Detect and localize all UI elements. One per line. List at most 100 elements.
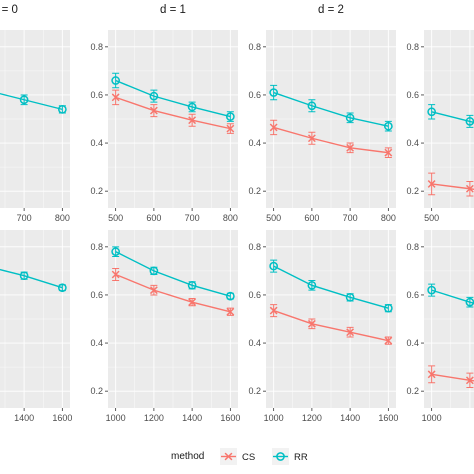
series-RR	[269, 259, 393, 313]
legend-key-marker	[276, 452, 285, 461]
facet-strip-label: d = 2	[318, 4, 344, 16]
series-line	[273, 126, 389, 154]
y-tick-label: 0.4	[248, 338, 261, 348]
data-point	[226, 112, 235, 121]
legend-label: RR	[294, 452, 308, 463]
legend-label: CS	[242, 452, 255, 463]
y-tick-label: 0.2	[248, 186, 261, 196]
data-point	[384, 121, 393, 131]
data-point	[111, 247, 120, 256]
x-tick-label: 1400	[182, 413, 202, 423]
data-point	[269, 123, 278, 132]
data-point	[58, 105, 67, 114]
data-point	[187, 280, 197, 290]
series-RR	[269, 84, 393, 132]
y-tick-label: 0.8	[90, 242, 103, 252]
x-tick-label: 1000	[264, 413, 284, 423]
data-point	[58, 283, 67, 293]
y-tick-label: 0.2	[90, 186, 103, 196]
data-point	[345, 293, 355, 302]
x-tick-label: 700	[343, 213, 358, 223]
x-tick-label: 800	[223, 213, 238, 223]
series-CS	[269, 119, 393, 158]
series-CS	[111, 267, 235, 316]
data-point	[427, 285, 436, 295]
series-line	[431, 289, 474, 304]
facet-panel-6: 0.2 0.4 0.6 0.8 1000 1200 1400 1600	[248, 230, 398, 423]
facet-strip-label: d = 1	[160, 4, 186, 16]
data-point	[187, 102, 197, 112]
series-CS	[269, 304, 393, 345]
x-tick-label: 1400	[14, 413, 34, 423]
series-line	[431, 183, 474, 190]
data-point	[188, 298, 197, 307]
data-point	[19, 271, 29, 281]
facet-panel-2: 0.2 0.4 0.6 0.8 500 600 700 800 d = 2	[248, 4, 396, 223]
error-bar	[112, 72, 120, 89]
series-RR	[0, 268, 67, 293]
x-tick-label: 500	[108, 213, 123, 223]
data-point	[427, 107, 436, 117]
facet-panel-1: 0.2 0.4 0.6 0.8 500 600 700 800 d = 1	[90, 4, 238, 223]
y-tick-label: 0.2	[90, 386, 103, 396]
data-point	[226, 291, 235, 301]
y-tick-label: 0.6	[248, 90, 261, 100]
y-tick-label: 0.4	[406, 138, 419, 148]
series-line	[0, 92, 63, 111]
series-line	[431, 373, 474, 382]
y-tick-label: 0.4	[90, 338, 103, 348]
x-tick-label: 1600	[52, 413, 72, 423]
series-line	[115, 251, 231, 297]
x-tick-label: 700	[185, 213, 200, 223]
y-tick-label: 0.4	[90, 138, 103, 148]
data-point	[307, 280, 317, 290]
legend: method CS RR	[171, 448, 308, 465]
y-tick-label: 0.6	[406, 290, 419, 300]
y-tick-label: 0.2	[406, 186, 419, 196]
data-point	[149, 266, 159, 276]
x-tick-label: 1000	[422, 413, 442, 423]
legend-item-RR: RR	[272, 448, 308, 465]
data-point	[345, 113, 355, 123]
y-tick-label: 0.8	[406, 242, 419, 252]
legend-key-marker	[224, 452, 233, 461]
series-CS	[427, 365, 474, 389]
data-point	[226, 307, 235, 316]
x-tick-label: 1400	[340, 413, 360, 423]
data-point	[427, 180, 436, 188]
data-point	[269, 88, 278, 97]
x-tick-label: 800	[55, 213, 70, 223]
y-tick-label: 0.8	[248, 42, 261, 52]
series-line	[273, 309, 389, 342]
facet-panel-5: 0.2 0.4 0.6 0.8 1000 1200 1400 1600	[90, 230, 240, 423]
y-tick-label: 0.8	[248, 242, 261, 252]
facet-panel-4: 1400 1600	[0, 230, 72, 423]
y-tick-label: 0.8	[90, 42, 103, 52]
legend-item-CS: CS	[220, 448, 255, 465]
x-tick-label: 1200	[144, 413, 164, 423]
series-line	[115, 79, 231, 118]
data-point	[111, 270, 120, 279]
x-tick-label: 500	[266, 213, 281, 223]
data-point	[149, 286, 158, 295]
series-line	[431, 111, 474, 124]
x-tick-label: 600	[304, 213, 319, 223]
legend-title: method	[171, 451, 204, 462]
x-tick-label: 600	[146, 213, 161, 223]
series-line	[115, 273, 231, 313]
facet-panel-3: 0.2 0.4 0.6 0.8 500	[406, 30, 474, 223]
data-point	[427, 370, 436, 379]
series-RR	[111, 72, 235, 122]
x-tick-label: 500	[424, 213, 439, 223]
y-tick-label: 0.4	[406, 338, 419, 348]
data-point	[188, 116, 197, 125]
error-bar	[428, 104, 436, 120]
y-tick-label: 0.6	[90, 290, 103, 300]
data-point	[149, 91, 159, 101]
y-tick-label: 0.6	[406, 90, 419, 100]
y-tick-label: 0.4	[248, 138, 261, 148]
x-tick-label: 1200	[302, 413, 322, 423]
data-point	[269, 306, 278, 315]
